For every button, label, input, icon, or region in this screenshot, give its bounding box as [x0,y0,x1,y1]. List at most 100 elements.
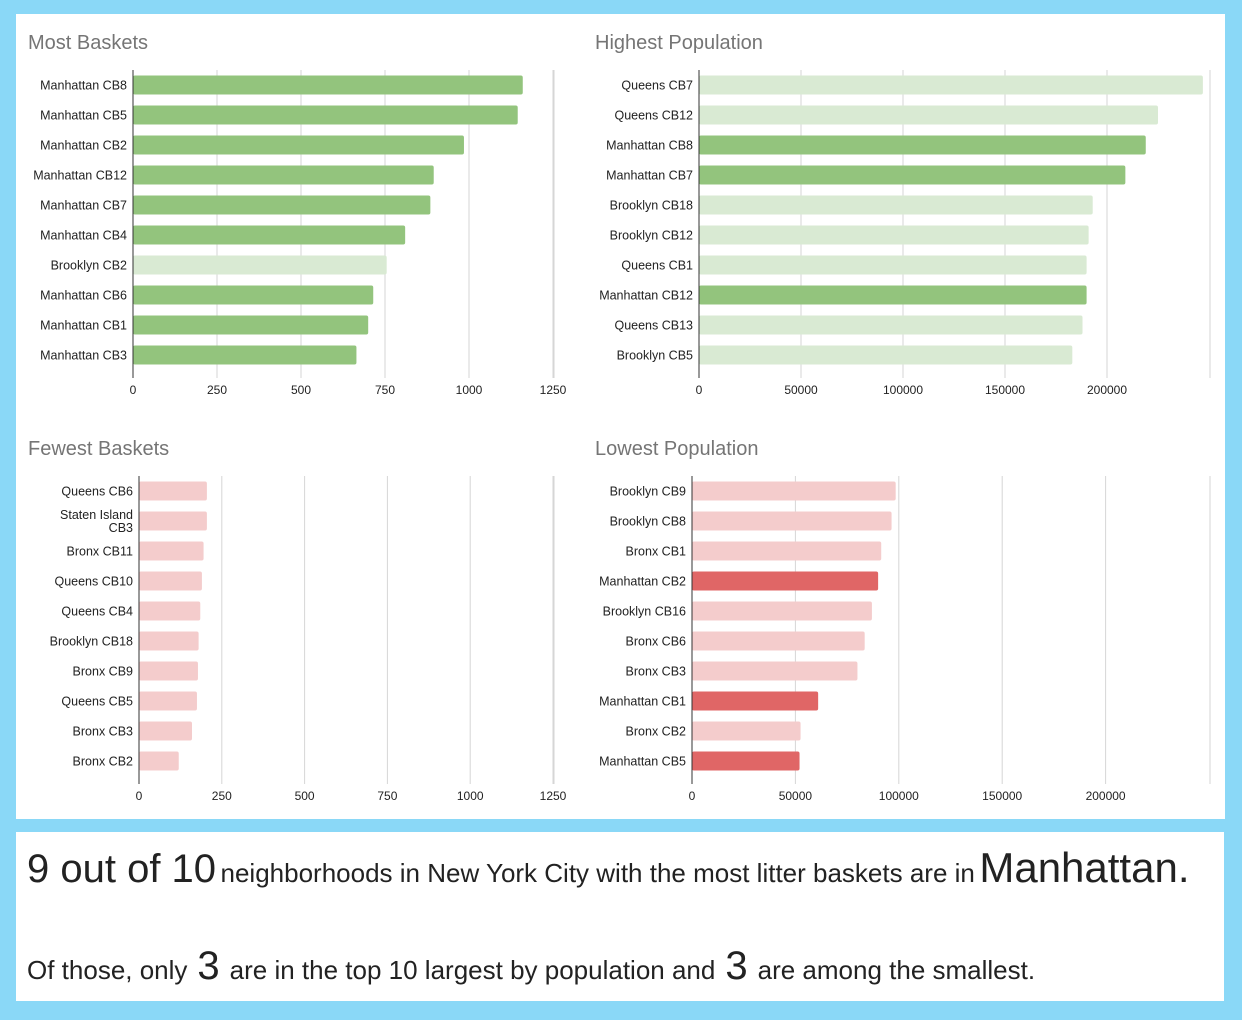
category-label-highest_population-0: Queens CB7 [621,79,693,93]
category-label-lowest_population-9: Manhattan CB5 [599,755,686,769]
category-label-highest_population-1: Queens CB12 [614,109,693,123]
bar-highest_population-0 [699,75,1203,95]
bar-lowest_population-3 [692,571,879,591]
category-label-fewest_baskets-8: Bronx CB3 [73,725,133,739]
bar-fewest_baskets-3 [139,571,202,591]
summary-line-1: 9 out of 10 neighborhoods in New York Ci… [27,844,1190,892]
bar-most_baskets-9 [133,345,357,365]
bar-fewest_baskets-4 [139,601,201,621]
category-label-lowest_population-1: Brooklyn CB8 [610,515,686,529]
category-label-most_baskets-5: Manhattan CB4 [40,229,127,243]
bar-most_baskets-6 [133,255,387,275]
bar-highest_population-4 [699,195,1093,215]
tick-label-fewest_baskets-1: 250 [212,789,232,803]
tick-label-lowest_population-2: 100000 [879,789,919,803]
bar-most_baskets-7 [133,285,374,305]
category-label-lowest_population-0: Brooklyn CB9 [610,485,686,499]
bar-most_baskets-3 [133,165,434,185]
category-label-lowest_population-7: Manhattan CB1 [599,695,686,709]
summary-line-2: Of those, only 3 are in the top 10 largest… [27,944,1035,989]
bar-lowest_population-2 [692,541,882,561]
bar-fewest_baskets-0 [139,481,207,501]
bar-lowest_population-5 [692,631,865,651]
tick-label-highest_population-4: 200000 [1087,383,1127,397]
tick-label-fewest_baskets-5: 1250 [540,789,567,803]
summary-prefix: Of those, only [27,955,188,985]
category-label-fewest_baskets-0: Queens CB6 [61,485,133,499]
chart-title-lowest-population: Lowest Population [595,438,759,460]
bar-highest_population-8 [699,315,1083,335]
bar-lowest_population-9 [692,751,800,771]
summary-box: 9 out of 10 neighborhoods in New York Ci… [16,832,1224,1001]
category-label-lowest_population-2: Bronx CB1 [626,545,686,559]
bar-most_baskets-2 [133,135,464,155]
bar-highest_population-1 [699,105,1158,125]
summary-middle: are in the top 10 largest by population … [229,955,716,985]
bar-highest_population-6 [699,255,1087,275]
chart-title-fewest-baskets: Fewest Baskets [28,438,170,460]
category-label-lowest_population-8: Bronx CB2 [626,725,686,739]
tick-label-highest_population-1: 50000 [784,383,818,397]
chart-title-most-baskets: Most Baskets [28,32,149,54]
category-label-most_baskets-8: Manhattan CB1 [40,319,127,333]
category-label-highest_population-3: Manhattan CB7 [606,169,693,183]
category-label-highest_population-4: Brooklyn CB18 [610,199,693,213]
category-label-lowest_population-3: Manhattan CB2 [599,575,686,589]
category-label-fewest_baskets-4: Queens CB4 [61,605,133,619]
summary-n-largest: 3 [197,944,220,988]
category-label-most_baskets-2: Manhattan CB2 [40,139,127,153]
tick-label-highest_population-3: 150000 [985,383,1025,397]
chart-title-highest-population: Highest Population [595,32,763,54]
tick-label-fewest_baskets-4: 1000 [457,789,484,803]
category-label-most_baskets-7: Manhattan CB6 [40,289,127,303]
category-label-most_baskets-3: Manhattan CB12 [33,169,127,183]
tick-label-highest_population-0: 0 [696,383,703,397]
category-label-lowest_population-6: Bronx CB3 [626,665,686,679]
category-label-highest_population-5: Brooklyn CB12 [610,229,693,243]
bar-most_baskets-4 [133,195,431,215]
summary-suffix: are among the smallest. [757,955,1036,985]
bar-lowest_population-1 [692,511,892,531]
tick-label-fewest_baskets-3: 750 [377,789,397,803]
tick-label-lowest_population-3: 150000 [982,789,1022,803]
tick-label-most_baskets-1: 250 [207,383,227,397]
category-label-fewest_baskets-1: Staten Island CB3 [60,508,133,535]
summary-text: neighborhoods in New York City with the … [220,858,975,888]
category-label-highest_population-9: Brooklyn CB5 [617,349,693,363]
bar-lowest_population-4 [692,601,872,621]
bar-fewest_baskets-5 [139,631,199,651]
category-label-lowest_population-5: Bronx CB6 [626,635,686,649]
bar-fewest_baskets-6 [139,661,198,681]
category-label-most_baskets-0: Manhattan CB8 [40,79,127,93]
bar-fewest_baskets-8 [139,721,192,741]
bar-fewest_baskets-7 [139,691,197,711]
category-label-fewest_baskets-9: Bronx CB2 [73,755,133,769]
tick-label-lowest_population-4: 200000 [1086,789,1126,803]
bar-highest_population-2 [699,135,1146,155]
tick-label-highest_population-2: 100000 [883,383,923,397]
charts-canvas: 0 250 500 750 1000 1250 Manhattan CB8 Manhattan… [33,70,1211,803]
category-label-most_baskets-4: Manhattan CB7 [40,199,127,213]
bar-lowest_population-6 [692,661,858,681]
bar-most_baskets-8 [133,315,369,335]
tick-label-most_baskets-5: 1250 [540,383,567,397]
bar-lowest_population-8 [692,721,801,741]
tick-label-most_baskets-0: 0 [130,383,137,397]
bar-highest_population-3 [699,165,1126,185]
bar-fewest_baskets-2 [139,541,204,561]
category-label-fewest_baskets-5: Brooklyn CB18 [50,635,133,649]
bar-most_baskets-1 [133,105,518,125]
summary-n-smallest: 3 [725,944,748,988]
tick-label-fewest_baskets-2: 500 [295,789,315,803]
bar-most_baskets-0 [133,75,523,95]
category-label-highest_population-7: Manhattan CB12 [599,289,693,303]
category-label-highest_population-2: Manhattan CB8 [606,139,693,153]
bar-fewest_baskets-9 [139,751,179,771]
bar-highest_population-9 [699,345,1073,365]
bar-highest_population-7 [699,285,1087,305]
bar-fewest_baskets-1 [139,511,207,531]
category-label-fewest_baskets-3: Queens CB10 [54,575,133,589]
tick-label-lowest_population-1: 50000 [779,789,813,803]
category-label-fewest_baskets-6: Bronx CB9 [73,665,133,679]
category-label-highest_population-6: Queens CB1 [621,259,693,273]
